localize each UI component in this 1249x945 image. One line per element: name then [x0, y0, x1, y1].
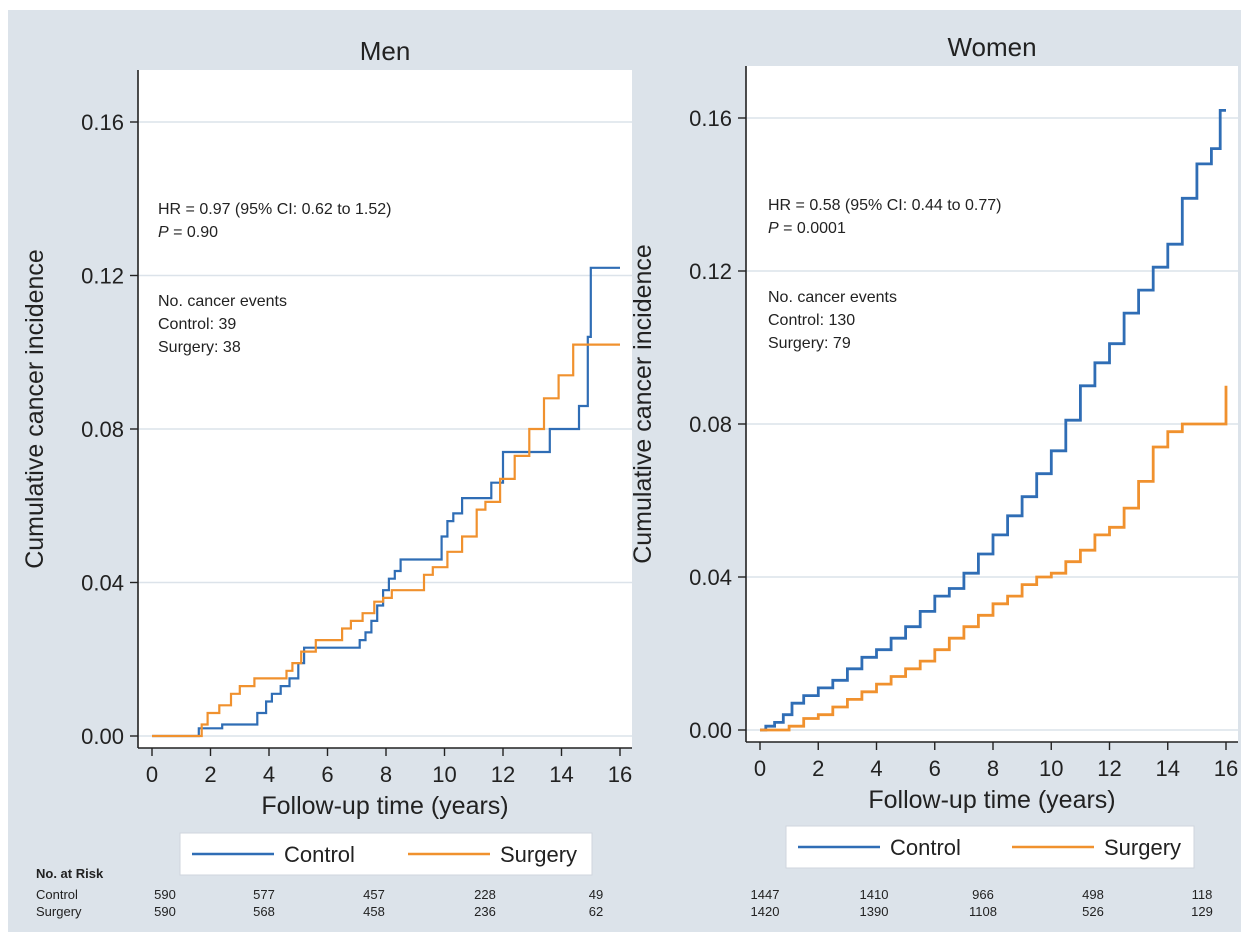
legend-label-control: Control: [284, 842, 355, 867]
x-tick-label: 4: [263, 762, 275, 787]
x-tick-label: 6: [321, 762, 333, 787]
legend: Control Surgery: [179, 832, 593, 876]
legend: Control Surgery: [785, 825, 1195, 869]
series-line-control: [760, 109, 1226, 732]
x-tick-label: 2: [204, 762, 216, 787]
p-value: = 0.0001: [779, 220, 846, 237]
x-tick-label: 14: [549, 762, 573, 787]
series-line-surgery: [760, 385, 1228, 732]
legend-box: [785, 825, 1195, 869]
x-tick-label: 14: [1156, 756, 1180, 781]
series-line-control: [152, 266, 620, 738]
risk-cell-women: 1108: [969, 904, 997, 919]
x-tick-label: 6: [929, 756, 941, 781]
x-tick-label: 10: [1039, 756, 1063, 781]
p-value: = 0.90: [169, 224, 218, 241]
events-control: Control: 130: [768, 312, 855, 329]
panel-title: Women: [947, 32, 1036, 62]
p-label: P: [768, 220, 779, 237]
y-tick-label: 0.04: [81, 571, 124, 596]
panel-men: 0.00 0.04 0.08 0.12 0.16 0 2 4 6 8 10 12 14 16 Men Foll…: [21, 36, 632, 876]
y-tick-label: 0.16: [689, 106, 732, 131]
p-annotation: P = 0.90: [158, 224, 218, 241]
risk-cell-women: 1447: [751, 887, 780, 902]
risk-cell-men: 458: [363, 904, 385, 919]
legend-label-surgery: Surgery: [500, 842, 577, 867]
events-control: Control: 39: [158, 316, 236, 333]
risk-table-title: No. at Risk: [36, 866, 104, 881]
x-tick-label: 12: [491, 762, 515, 787]
panel-women: 0.00 0.04 0.08 0.12 0.16 0 2 4 6 8 10 12 14 16 Women Fo…: [629, 32, 1238, 869]
events-surgery: Surgery: 79: [768, 335, 851, 352]
x-tick-label: 16: [1214, 756, 1238, 781]
risk-cell-women: 526: [1082, 904, 1104, 919]
x-tick-label: 8: [380, 762, 392, 787]
events-title: No. cancer events: [768, 289, 897, 306]
events-surgery: Surgery: 38: [158, 339, 241, 356]
risk-cell-women: 498: [1082, 887, 1104, 902]
x-tick-label: 16: [608, 762, 632, 787]
y-tick-label: 0.16: [81, 110, 124, 135]
risk-cell-men: 568: [253, 904, 275, 919]
risk-cell-men: 62: [589, 904, 603, 919]
risk-cell-women: 966: [972, 887, 994, 902]
panel-title: Men: [360, 36, 411, 66]
x-tick-label: 8: [987, 756, 999, 781]
risk-cell-women: 1410: [860, 887, 889, 902]
hr-annotation: HR = 0.97 (95% CI: 0.62 to 1.52): [158, 201, 391, 218]
risk-table: No. at Risk Control 590 577 457 228 49 1447 1410…: [36, 866, 1213, 919]
x-tick-label: 0: [146, 762, 158, 787]
risk-cell-men: 577: [253, 887, 275, 902]
x-axis-label: Follow-up time (years): [868, 786, 1115, 814]
series-line-surgery: [152, 343, 620, 738]
risk-cell-men: 49: [589, 887, 603, 902]
risk-cell-men: 228: [474, 887, 496, 902]
risk-row-label: Control: [36, 887, 78, 902]
risk-cell-women: 1390: [860, 904, 889, 919]
y-tick-label: 0.12: [81, 264, 124, 289]
y-tick-label: 0.04: [689, 565, 732, 590]
hr-annotation: HR = 0.58 (95% CI: 0.44 to 0.77): [768, 197, 1001, 214]
x-axis-label: Follow-up time (years): [261, 792, 508, 820]
y-tick-label: 0.12: [689, 259, 732, 284]
risk-cell-men: 590: [154, 887, 176, 902]
y-tick-label: 0.00: [81, 724, 124, 749]
risk-cell-women: 129: [1191, 904, 1213, 919]
y-axis-label: Cumulative cancer incidence: [629, 244, 657, 564]
p-label: P: [158, 224, 169, 241]
p-annotation: P = 0.0001: [768, 220, 846, 237]
x-tick-label: 0: [754, 756, 766, 781]
risk-cell-men: 457: [363, 887, 385, 902]
legend-label-control: Control: [890, 835, 961, 860]
risk-row-label: Surgery: [36, 904, 82, 919]
risk-cell-men: 590: [154, 904, 176, 919]
y-tick-label: 0.08: [689, 412, 732, 437]
x-tick-label: 4: [870, 756, 882, 781]
x-tick-label: 10: [432, 762, 456, 787]
risk-cell-women: 118: [1192, 887, 1213, 902]
legend-label-surgery: Surgery: [1104, 835, 1181, 860]
plot-area: [138, 70, 632, 748]
y-axis-label: Cumulative cancer incidence: [21, 249, 49, 569]
x-tick-label: 2: [812, 756, 824, 781]
x-tick-label: 12: [1097, 756, 1121, 781]
risk-cell-women: 1420: [751, 904, 780, 919]
plot-area: [746, 66, 1238, 742]
risk-cell-men: 236: [474, 904, 496, 919]
y-tick-label: 0.00: [689, 718, 732, 743]
events-title: No. cancer events: [158, 293, 287, 310]
y-tick-label: 0.08: [81, 417, 124, 442]
